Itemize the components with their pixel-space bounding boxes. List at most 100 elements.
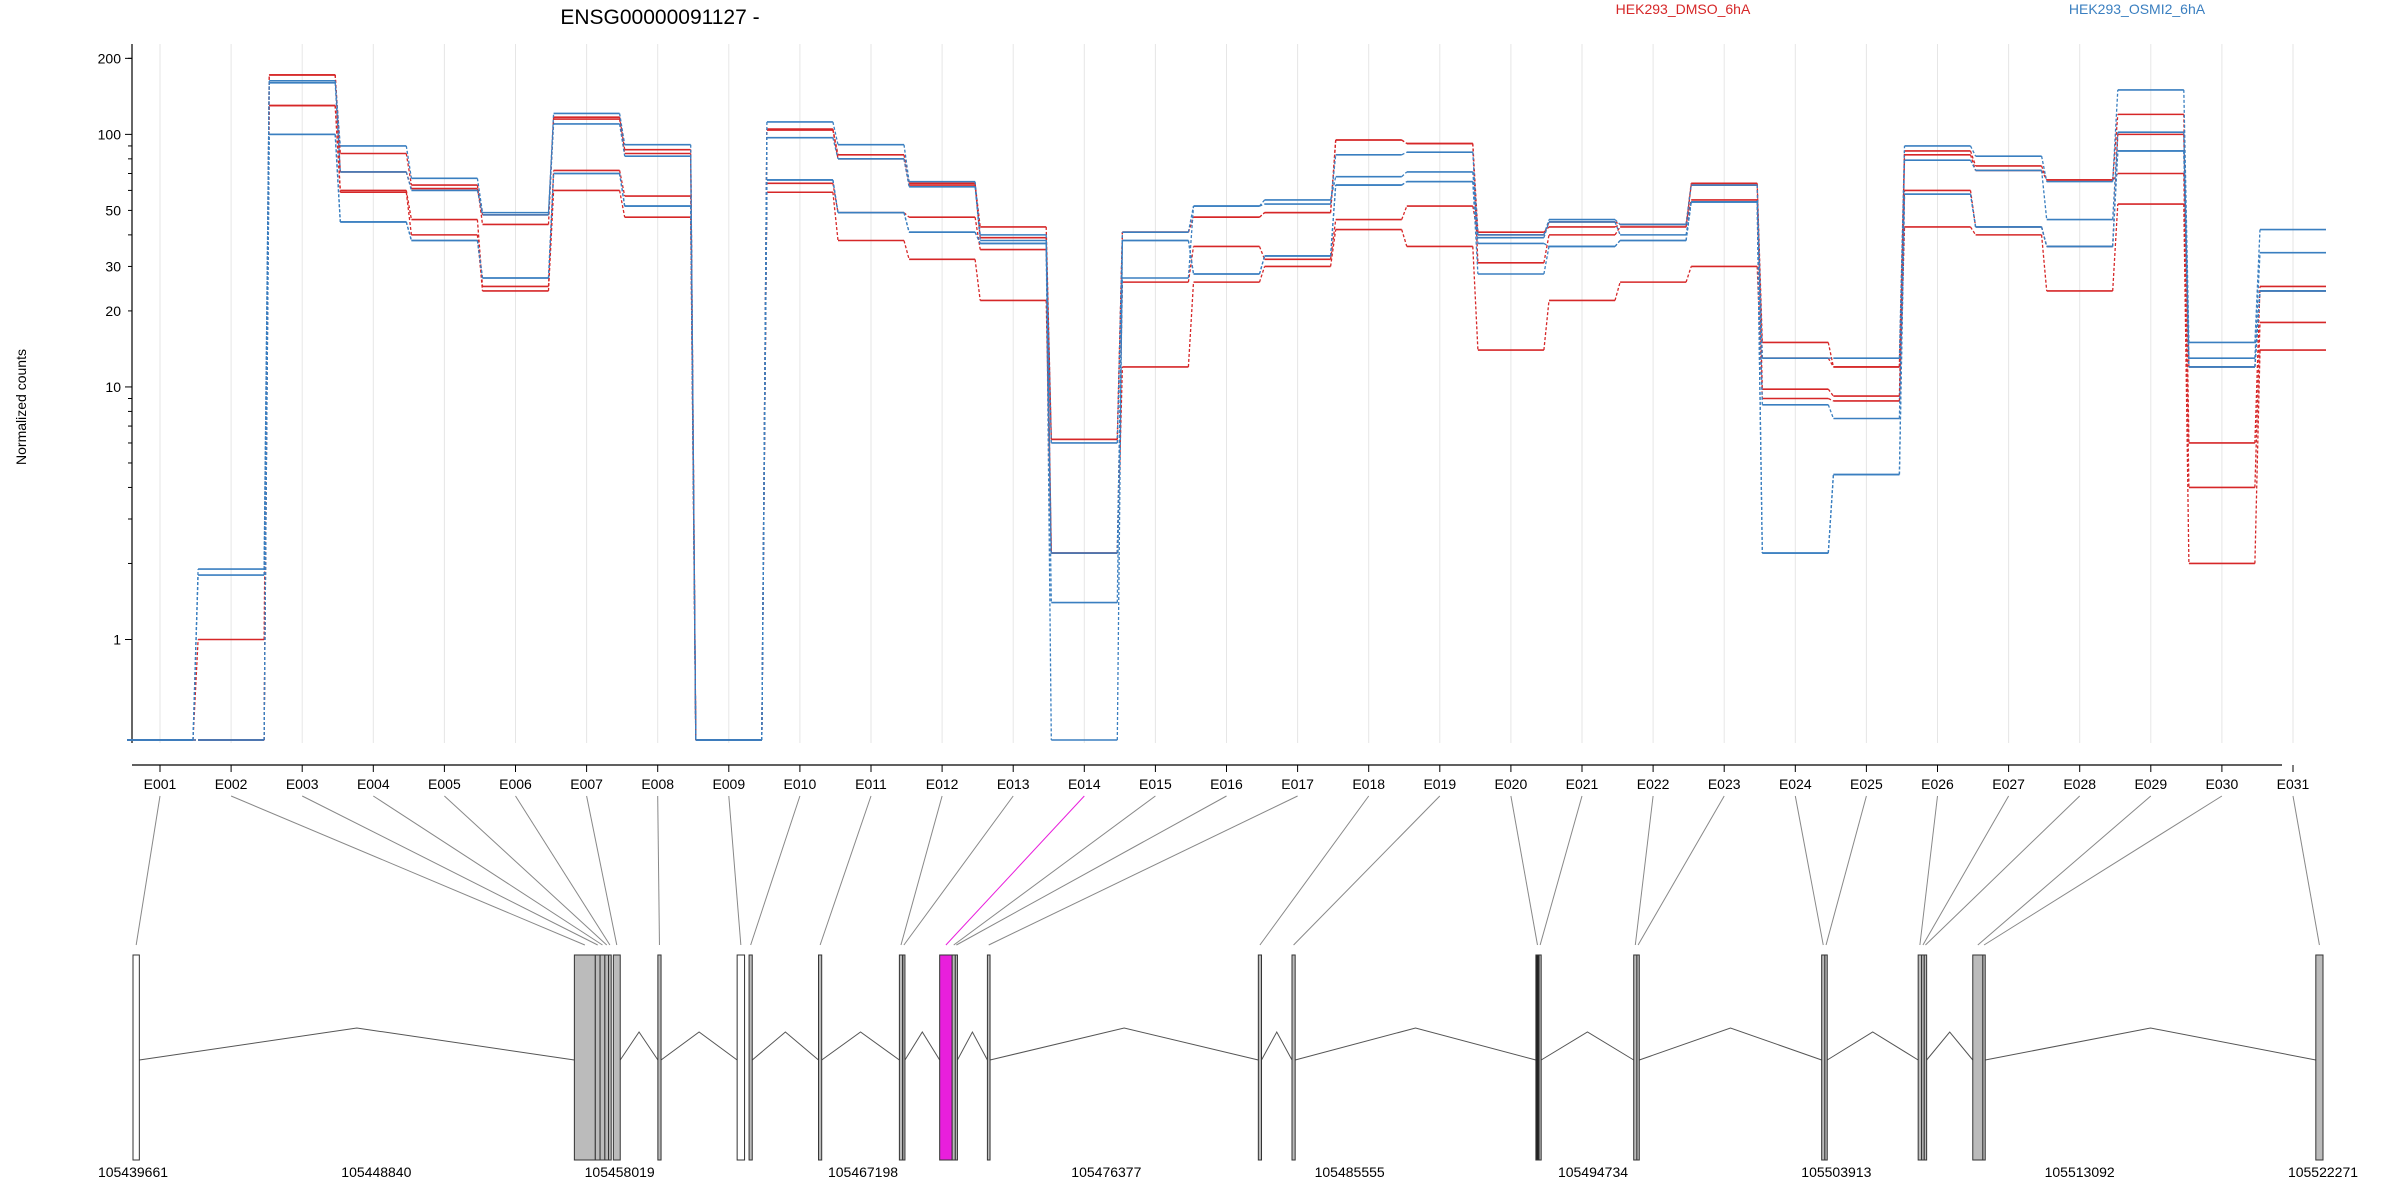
series-connector xyxy=(1472,246,1479,351)
series-connector xyxy=(618,190,626,218)
series-connector xyxy=(1969,194,1977,228)
series-connector xyxy=(1969,159,1977,171)
x-tick-label-e025: E025 xyxy=(1850,776,1883,792)
series-connector xyxy=(1187,282,1195,367)
series-connector xyxy=(1756,201,1763,405)
y-tick-label: 1 xyxy=(113,631,121,647)
series-connector xyxy=(2254,290,2261,367)
series-lines xyxy=(127,74,2326,741)
exon-e025 xyxy=(1824,954,1828,1161)
series-connector xyxy=(547,190,555,291)
x-tick-label-e005: E005 xyxy=(428,776,461,792)
series-connector xyxy=(1401,181,1408,186)
series-connector xyxy=(832,137,839,160)
series-connector xyxy=(1543,242,1550,247)
connector-e030 xyxy=(1983,795,2223,946)
x-tick-label-e008: E008 xyxy=(641,776,674,792)
series-connector xyxy=(476,234,484,291)
intron xyxy=(989,1027,1259,1061)
series-connector xyxy=(903,144,910,182)
genomic-coordinate-label: 105467198 xyxy=(828,1164,898,1180)
connector-e016 xyxy=(956,795,1227,946)
series-connector xyxy=(2183,134,2190,367)
series-connector xyxy=(1401,229,1408,247)
x-tick-label-e011: E011 xyxy=(855,776,887,792)
series-connector xyxy=(974,259,981,301)
y-tick-label: 10 xyxy=(105,379,121,395)
series-connector xyxy=(1614,281,1621,301)
intron xyxy=(1639,1027,1822,1061)
y-axis-label: Normalized counts xyxy=(13,349,29,465)
series-connector xyxy=(405,171,413,191)
exon-e023 xyxy=(1636,954,1640,1161)
intron xyxy=(904,1031,941,1061)
intron xyxy=(751,1031,819,1061)
series-connector xyxy=(2183,132,2190,359)
exon-e014 xyxy=(939,954,953,1161)
exon-e003 xyxy=(594,954,601,1161)
connector-e027 xyxy=(1922,795,2010,946)
genomic-coordinate-label: 105476377 xyxy=(1071,1164,1141,1180)
exon-e013 xyxy=(902,954,906,1161)
x-tick-label-e013: E013 xyxy=(997,776,1030,792)
y-tick-label: 200 xyxy=(98,50,122,66)
x-tick-label-e023: E023 xyxy=(1708,776,1741,792)
series-connector xyxy=(761,183,768,741)
legend-entry-dmso: HEK293_DMSO_6hA xyxy=(1616,1,1751,17)
connector-e019 xyxy=(1293,795,1441,946)
series-connector xyxy=(1828,397,1834,402)
series-connector xyxy=(1329,185,1337,257)
x-tick-label-e010: E010 xyxy=(784,776,817,792)
connector-e023 xyxy=(1637,795,1725,946)
series-connector xyxy=(1045,243,1052,741)
series-connector xyxy=(1756,185,1763,359)
series-connector xyxy=(1259,203,1265,207)
gridlines xyxy=(159,44,2294,743)
x-tick-label-e030: E030 xyxy=(2206,776,2239,792)
series-connector xyxy=(2112,203,2119,291)
genomic-coordinate-axis: 105439661 105448840 105458019 105467198 1054… xyxy=(98,1164,2358,1180)
series-connector xyxy=(1543,219,1550,236)
series-connector xyxy=(1827,474,1835,554)
connector-e015 xyxy=(953,795,1156,946)
connector-e006 xyxy=(515,795,611,946)
exon-e017 xyxy=(986,954,991,1161)
exon-e010 xyxy=(748,954,753,1161)
connector-e025 xyxy=(1825,795,1867,946)
connector-e007 xyxy=(586,795,618,946)
exon-e019 xyxy=(1291,954,1296,1161)
connector-e026 xyxy=(1919,795,1938,946)
series-connector xyxy=(618,123,626,157)
series-connector xyxy=(1685,201,1692,241)
series-connector xyxy=(1329,154,1337,205)
series-connector xyxy=(1898,160,1906,419)
gene-model xyxy=(132,954,2324,1161)
intron xyxy=(956,1030,988,1061)
series-connector xyxy=(1827,357,1834,368)
series-connector xyxy=(2183,89,2190,343)
exon-e028 xyxy=(1923,954,1928,1161)
series-connector xyxy=(1969,226,1977,236)
series-connector xyxy=(903,158,910,187)
series-connector xyxy=(1969,150,1977,167)
connector-e020 xyxy=(1510,795,1538,946)
exon-e029 xyxy=(1972,954,1984,1161)
series-connector xyxy=(974,231,981,244)
exon-e018 xyxy=(1257,954,1263,1161)
x-tick-label-e026: E026 xyxy=(1921,776,1954,792)
intron xyxy=(1985,1027,2316,1061)
x-tick-label-e001: E001 xyxy=(144,776,177,792)
series-connector xyxy=(1614,219,1621,225)
series-connector xyxy=(1614,226,1621,236)
exon-e008 xyxy=(657,954,662,1161)
x-tick-label-e027: E027 xyxy=(1992,776,2025,792)
x-tick-label-e019: E019 xyxy=(1423,776,1456,792)
x-tick-label-e028: E028 xyxy=(2063,776,2096,792)
connector-e013 xyxy=(903,795,1014,946)
exon-e031 xyxy=(2315,954,2324,1161)
series-connector xyxy=(618,173,626,207)
exon-e001 xyxy=(132,954,140,1161)
connector-e014 xyxy=(945,795,1085,946)
series-connector xyxy=(334,80,341,146)
series-connector xyxy=(1685,266,1692,283)
